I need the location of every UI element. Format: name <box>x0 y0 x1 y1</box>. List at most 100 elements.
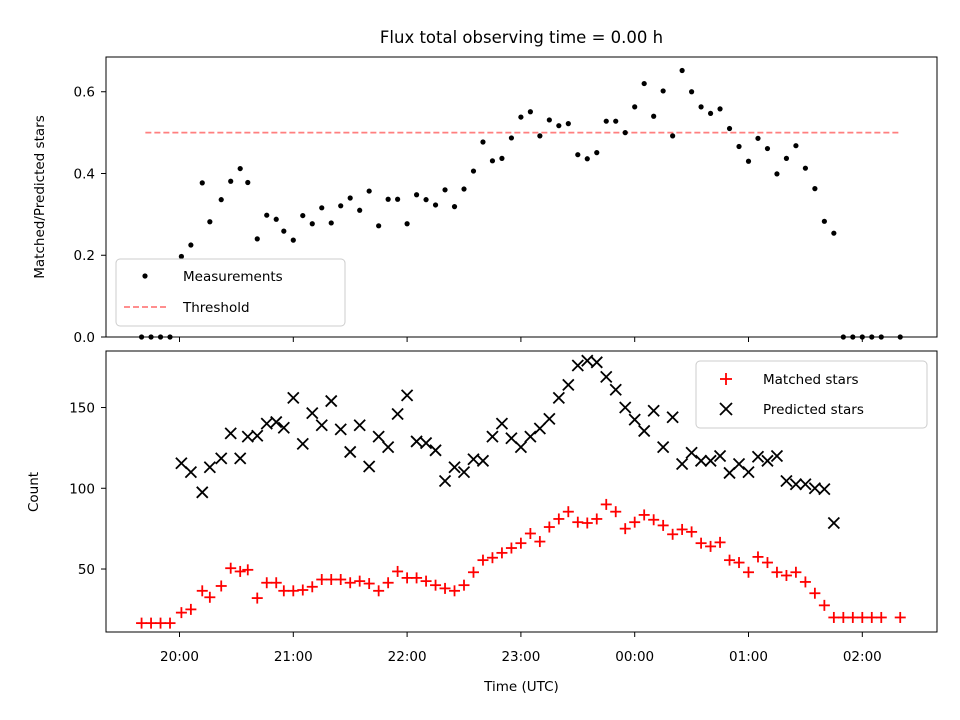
top-legend[interactable]: Measurements Threshold <box>115 258 346 327</box>
figure-title: Flux total observing time = 0.00 h <box>380 28 663 47</box>
measurement-point <box>470 168 477 174</box>
measurement-point <box>518 114 524 120</box>
predicted-star-point <box>524 430 537 443</box>
measurement-point <box>698 104 704 110</box>
top-legend-measurements-label: Measurements <box>183 269 283 285</box>
predicted-star-point <box>581 354 594 367</box>
measurement-point <box>546 117 552 123</box>
predicted-star-point <box>638 424 651 438</box>
measurement-point <box>237 165 243 172</box>
predicted-star-point <box>761 454 774 467</box>
matched-star-point <box>695 537 707 549</box>
matched-star-point <box>894 611 906 623</box>
matched-star-point <box>325 574 337 586</box>
bottom-legend[interactable]: Matched stars Predicted stars <box>695 360 928 429</box>
matched-star-point <box>270 577 282 589</box>
measurement-point <box>584 156 590 162</box>
predicted-star-point <box>808 482 822 495</box>
matched-star-point <box>733 557 745 569</box>
top-y-tick-label: 0.6 <box>74 85 95 101</box>
predicted-star-point <box>562 378 575 392</box>
matched-star-point <box>743 566 754 578</box>
measurement-point <box>821 218 827 224</box>
matched-star-point <box>875 611 887 623</box>
matched-star-point <box>335 574 347 586</box>
matched-star-point <box>638 509 650 521</box>
predicted-star-point <box>818 482 831 496</box>
matched-star-point <box>344 577 356 589</box>
predicted-star-point <box>277 421 290 434</box>
bottom-legend-box <box>695 360 928 429</box>
measurement-point <box>499 155 505 161</box>
matched-star-point <box>486 552 498 564</box>
predicted-star-point <box>590 356 603 369</box>
bottom-x-tick-label: 02:00 <box>843 649 882 665</box>
measurement-point <box>622 130 628 136</box>
bottom-panel-marks <box>136 354 906 629</box>
matched-star-point <box>467 566 479 578</box>
bottom-y-tick-label: 100 <box>69 481 95 497</box>
measurement-point <box>603 118 609 124</box>
matched-star-point <box>657 519 669 531</box>
measurement-point <box>802 165 809 171</box>
matched-star-point <box>430 579 442 591</box>
predicted-star-point <box>196 486 209 499</box>
matched-star-point <box>316 574 328 586</box>
measurement-point <box>565 121 571 127</box>
measurement-point <box>338 203 344 209</box>
measurement-point <box>527 109 533 115</box>
predicted-star-point <box>514 440 528 454</box>
matched-star-point <box>629 516 641 528</box>
bottom-x-tick-label: 23:00 <box>501 649 540 665</box>
matched-star-point <box>648 514 660 526</box>
predicted-star-point <box>296 437 309 450</box>
matched-star-point <box>524 527 536 539</box>
matched-star-point <box>215 580 227 592</box>
predicted-star-point <box>505 432 518 445</box>
predicted-star-point <box>732 457 746 471</box>
measurement-point <box>689 89 695 95</box>
measurement-point <box>228 178 234 184</box>
matched-star-point <box>225 562 237 574</box>
measurement-point <box>594 150 600 156</box>
top-panel-frame <box>105 56 938 338</box>
predicted-star-point <box>552 391 565 404</box>
measurement-point <box>347 195 353 201</box>
predicted-star-point <box>751 450 765 463</box>
bottom-x-tick-label: 22:00 <box>388 649 427 665</box>
measurement-point <box>793 143 799 149</box>
bottom-panel-frame <box>105 350 938 633</box>
predicted-star-point <box>448 461 461 474</box>
matched-star-point <box>261 577 273 589</box>
bottom-y-axis-label: Count <box>26 472 42 512</box>
predicted-star-point <box>666 411 679 424</box>
predicted-star-point <box>438 474 452 488</box>
matched-star-point <box>676 523 688 535</box>
predicted-star-point <box>647 404 660 417</box>
predicted-star-point <box>251 429 264 442</box>
predicted-star-point <box>571 359 584 372</box>
matched-star-point <box>591 513 603 525</box>
measurement-point <box>357 207 363 213</box>
measurement-point <box>309 221 315 227</box>
predicted-star-point <box>203 461 216 474</box>
bottom-x-tick-label: 01:00 <box>729 649 768 665</box>
top-y-tick-label: 0.4 <box>74 166 95 182</box>
predicted-star-point <box>457 465 471 479</box>
predicted-star-point <box>287 391 300 404</box>
measurement-point <box>385 196 391 202</box>
matched-star-point <box>242 564 254 576</box>
matched-star-point <box>175 607 187 619</box>
predicted-star-point <box>619 401 632 414</box>
predicted-star-point <box>723 466 736 480</box>
measurement-point <box>537 133 543 139</box>
top-y-axis-label: Matched/Predicted stars <box>32 115 48 278</box>
measurement-point <box>707 110 714 117</box>
matched-star-point <box>847 611 859 623</box>
top-legend-threshold-label: Threshold <box>182 300 250 316</box>
measurement-point <box>442 187 448 193</box>
predicted-star-point <box>234 452 247 465</box>
matched-star-point <box>287 585 299 597</box>
